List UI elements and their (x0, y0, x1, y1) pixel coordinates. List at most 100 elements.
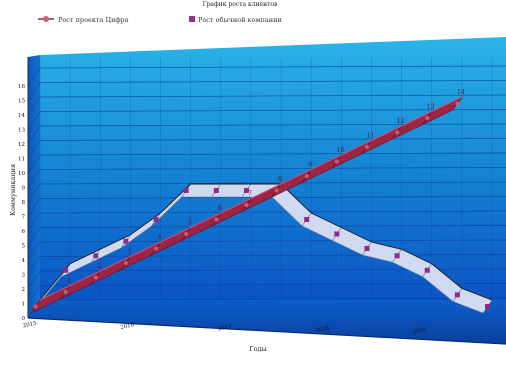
x-axis-ticks: 2015 2016 2017 2018 2019 (22, 321, 427, 336)
grid-line-side (27, 82, 41, 101)
series-0-point (123, 261, 128, 265)
series-1-point (364, 246, 370, 251)
series-0-point (93, 275, 98, 280)
legend-marker-tsifra (43, 16, 49, 22)
data-label: 10 (337, 147, 345, 154)
y-tick-label: 2 (22, 287, 26, 293)
chart-title: График роста клиентов (203, 1, 278, 8)
series-0-point (184, 232, 189, 236)
y-tick-label: 11 (18, 157, 25, 163)
grid-line-side (27, 256, 41, 275)
grid-line-y (39, 138, 506, 141)
y-axis-label: Коммуникация (9, 164, 17, 216)
grid-line-side (27, 198, 41, 217)
series-1-point (153, 217, 159, 222)
data-label: 9 (308, 162, 312, 169)
series-1-point (424, 267, 430, 273)
grid-line-side (27, 154, 41, 174)
data-label: 11 (367, 133, 375, 140)
grid-line-y (39, 225, 506, 228)
grid-line-y (39, 167, 506, 170)
series-0-point (364, 145, 369, 149)
data-label: 6 (218, 205, 222, 212)
grid-line-y (39, 297, 506, 301)
grid-line-side (27, 96, 41, 116)
data-label: 4 (158, 234, 162, 241)
data-label: 12 (397, 118, 405, 125)
plot-front-edge (27, 317, 506, 345)
series-0-point (244, 203, 249, 207)
y-tick-label: 3 (22, 273, 26, 279)
x-tick-label: 2019 (412, 327, 427, 336)
y-tick-label: 14 (18, 113, 25, 119)
y-tick-label: 8 (22, 200, 26, 206)
grid-line-y (39, 283, 506, 286)
data-label: 13 (427, 104, 435, 111)
grid-line-y (39, 210, 506, 214)
series-0-point (455, 101, 460, 106)
series-1-point (93, 253, 99, 259)
series-1-point (243, 188, 249, 193)
grid-line-side (27, 125, 41, 145)
grid-line-side (27, 140, 41, 159)
plot-area (27, 37, 506, 345)
series-0-point (154, 246, 159, 251)
y-tick-label: 6 (22, 229, 26, 235)
grid-line-y (39, 109, 506, 112)
series-1-point (123, 238, 129, 244)
legend-item-regular: Рост обычной компании (189, 16, 282, 24)
series-1-point (213, 188, 219, 193)
y-tick-label: 15 (18, 99, 25, 105)
plot-side-wall (28, 55, 40, 318)
grid-line-y (39, 65, 506, 69)
data-label: 14 (457, 89, 465, 96)
y-tick-label: 5 (22, 244, 26, 250)
y-tick-label: 10 (18, 171, 25, 177)
y-tick-label: 12 (18, 142, 25, 148)
series-0-point (33, 304, 38, 309)
series-0-point (334, 159, 339, 164)
series-0-point (63, 290, 68, 294)
y-tick-label: 1 (22, 302, 26, 308)
y-tick-label: 0 (22, 316, 26, 322)
series-1-point (485, 304, 490, 309)
grid-line-side (27, 227, 41, 246)
series-0-point (425, 116, 430, 120)
x-tick-label: 2017 (217, 324, 232, 333)
series-1-point (304, 217, 310, 222)
data-label: 7 (248, 191, 252, 198)
data-label: 2 (97, 263, 101, 270)
x-tick-label: 2018 (315, 325, 330, 334)
data-label: 8 (278, 176, 282, 183)
grid-line-y (39, 123, 506, 127)
grid-line-side (27, 285, 41, 304)
y-tick-label: 9 (22, 186, 26, 192)
grid-line-side (27, 183, 41, 203)
y-tick-label: 7 (22, 215, 26, 221)
series-1-point (63, 267, 69, 273)
plot-floor (28, 300, 506, 344)
series-0-point (274, 188, 279, 193)
series-1-point (454, 292, 460, 298)
grid-line-side (27, 270, 41, 290)
series-1-line (39, 183, 493, 301)
series-1-point (394, 253, 400, 259)
series-0-line (39, 96, 463, 301)
series-1-point (334, 231, 340, 237)
legend-marker-regular (189, 16, 195, 22)
grid-line-y (39, 254, 506, 257)
grid-line-side (27, 111, 41, 130)
grid-line-y (39, 80, 506, 83)
grid-line-y (39, 152, 506, 156)
series-0-point (395, 130, 400, 135)
series-1-point (183, 188, 189, 193)
x-axis-label: Годы (249, 345, 266, 353)
grid-line-side (27, 169, 41, 188)
data-label: 5 (188, 220, 192, 227)
grid-line-y (39, 94, 506, 98)
grid-line-side (27, 241, 41, 261)
